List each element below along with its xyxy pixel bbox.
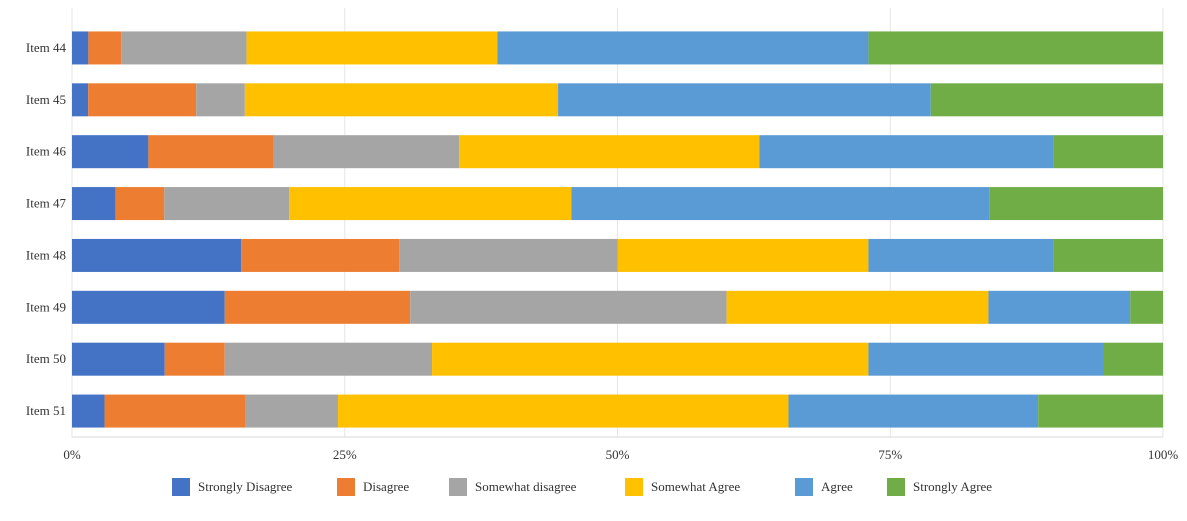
bar-segment-strongly-agree xyxy=(1053,238,1163,272)
bar-segment-agree xyxy=(497,31,869,65)
legend-item: Strongly Disagree xyxy=(172,478,292,496)
legend-swatch xyxy=(172,478,190,496)
bar-segment-somewhat-disagree xyxy=(399,238,618,272)
x-tick-label: 100% xyxy=(1148,447,1179,462)
bar-segment-somewhat-disagree xyxy=(196,83,245,117)
category-label: Item 48 xyxy=(26,247,66,262)
legend-item: Somewhat disagree xyxy=(449,478,576,496)
stacked-bar-chart: Item 44 Item 45 Item 46 Item 47 Item 48 Item … xyxy=(26,8,1179,462)
bar-segment-agree xyxy=(558,83,931,117)
bar-segment-somewhat-agree xyxy=(432,342,869,376)
bar-segment-somewhat-agree xyxy=(246,31,498,65)
bar-segment-strongly-disagree xyxy=(72,187,116,221)
legend-label: Somewhat disagree xyxy=(475,479,577,494)
bar-segment-somewhat-agree xyxy=(289,187,572,221)
legend-label: Agree xyxy=(821,479,853,494)
bar-segment-agree xyxy=(788,394,1039,428)
bar-segment-disagree xyxy=(88,83,197,117)
bar-segment-disagree xyxy=(115,187,165,221)
bar-segment-somewhat-disagree xyxy=(273,135,460,169)
bar-segment-disagree xyxy=(224,290,411,324)
bar-segment-strongly-disagree xyxy=(72,394,105,428)
x-tick-label: 0% xyxy=(63,447,81,462)
bar-segment-somewhat-agree xyxy=(244,83,559,117)
legend-label: Strongly Agree xyxy=(913,479,993,494)
bar-segment-strongly-agree xyxy=(868,31,1163,65)
bar-segment-agree xyxy=(988,290,1131,324)
legend-item: Strongly Agree xyxy=(887,478,992,496)
bar-segment-strongly-disagree xyxy=(72,31,89,65)
category-label: Item 47 xyxy=(26,196,67,211)
category-label: Item 49 xyxy=(26,299,66,314)
bar-segment-agree xyxy=(759,135,1054,169)
bar-segment-somewhat-agree xyxy=(459,135,760,169)
bar-segment-disagree xyxy=(104,394,246,428)
bar-segment-agree xyxy=(868,342,1103,376)
bar-segment-somewhat-disagree xyxy=(245,394,338,428)
bar-segment-agree xyxy=(868,238,1054,272)
legend-swatch xyxy=(795,478,813,496)
legend-label: Strongly Disagree xyxy=(198,479,293,494)
bar-segment-disagree xyxy=(88,31,122,65)
bar-segment-strongly-disagree xyxy=(72,135,149,169)
legend-swatch xyxy=(337,478,355,496)
category-label: Item 51 xyxy=(26,403,66,418)
legend-label: Disagree xyxy=(363,479,410,494)
bar-segment-strongly-agree xyxy=(1130,290,1163,324)
bar-segment-disagree xyxy=(164,342,225,376)
category-label: Item 45 xyxy=(26,92,66,107)
legend: Strongly Disagree Disagree Somewhat disagr… xyxy=(0,478,1187,506)
bar-segment-disagree xyxy=(241,238,400,272)
category-label: Item 44 xyxy=(26,40,67,55)
bar-segment-somewhat-disagree xyxy=(121,31,247,65)
bar-segment-somewhat-disagree xyxy=(224,342,433,376)
x-tick-label: 75% xyxy=(878,447,902,462)
bar-segment-agree xyxy=(571,187,990,221)
bar-segment-strongly-disagree xyxy=(72,83,89,117)
legend-item: Disagree xyxy=(337,478,409,496)
legend-label: Somewhat Agree xyxy=(651,479,741,494)
bar-segment-strongly-agree xyxy=(1102,342,1163,376)
bar-segment-disagree xyxy=(148,135,274,169)
bar-segment-strongly-disagree xyxy=(72,238,242,272)
bar-segment-somewhat-agree xyxy=(726,290,989,324)
legend-item: Agree xyxy=(795,478,853,496)
legend-swatch xyxy=(887,478,905,496)
bar-segment-strongly-disagree xyxy=(72,290,225,324)
bar-segment-strongly-agree xyxy=(989,187,1163,221)
category-label: Item 50 xyxy=(26,351,66,366)
x-tick-label: 25% xyxy=(333,447,357,462)
bar-segment-somewhat-disagree xyxy=(164,187,290,221)
bar-segment-strongly-agree xyxy=(930,83,1163,117)
bar-segment-somewhat-agree xyxy=(337,394,789,428)
legend-swatch xyxy=(625,478,643,496)
bar-segment-somewhat-disagree xyxy=(410,290,727,324)
legend-item: Somewhat Agree xyxy=(625,478,740,496)
category-label: Item 46 xyxy=(26,144,67,159)
x-tick-label: 50% xyxy=(606,447,630,462)
legend-swatch xyxy=(449,478,467,496)
bar-segment-strongly-agree xyxy=(1053,135,1163,169)
bar-segment-strongly-disagree xyxy=(72,342,165,376)
bar-segment-strongly-agree xyxy=(1038,394,1163,428)
bar-segment-somewhat-agree xyxy=(617,238,869,272)
